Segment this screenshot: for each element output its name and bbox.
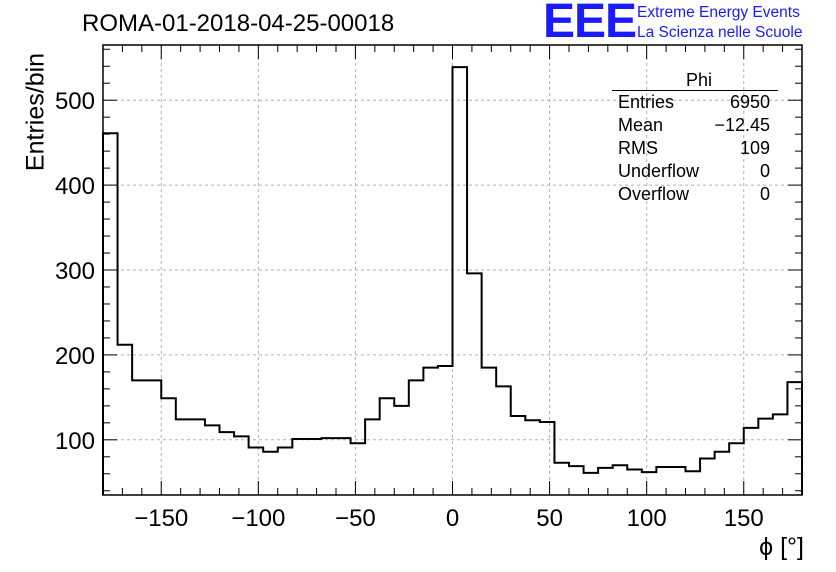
histogram-bin bbox=[103, 133, 118, 495]
histogram-bin bbox=[365, 419, 380, 495]
histogram-bin bbox=[409, 380, 424, 495]
y-tick-label: 400 bbox=[55, 173, 95, 200]
histogram-bin bbox=[496, 386, 511, 495]
stats-row: RMS 109 bbox=[612, 137, 778, 160]
y-tick-label: 500 bbox=[55, 88, 95, 115]
chart-title: ROMA-01-2018-04-25-00018 bbox=[82, 10, 395, 37]
histogram-bin bbox=[787, 382, 802, 495]
histogram-bin bbox=[715, 452, 730, 495]
histogram-bin bbox=[642, 472, 657, 495]
stats-box: Phi Entries 6950 Mean −12.45 RMS 109 Underflow… bbox=[612, 70, 778, 206]
stats-title: Phi bbox=[612, 70, 778, 91]
histogram-bin bbox=[482, 368, 497, 495]
histogram-bars bbox=[102, 66, 803, 495]
histogram-bin bbox=[438, 366, 453, 495]
histogram-bin bbox=[307, 439, 322, 495]
histogram-bin bbox=[656, 467, 671, 495]
logo-line-1: Extreme Energy Events bbox=[637, 4, 800, 21]
histogram-bin bbox=[686, 471, 701, 495]
stats-rows: Entries 6950 Mean −12.45 RMS 109 Underflow 0 Ove… bbox=[612, 91, 778, 206]
stats-label: Mean bbox=[618, 115, 664, 135]
histogram-bin bbox=[161, 398, 176, 495]
histogram-bin bbox=[132, 380, 147, 495]
stats-row: Underflow 0 bbox=[612, 160, 778, 183]
y-tick-label: 100 bbox=[55, 428, 95, 455]
histogram-bin bbox=[292, 439, 307, 495]
histogram-bin bbox=[336, 438, 351, 495]
histogram-bin bbox=[540, 422, 555, 495]
stats-label: RMS bbox=[618, 138, 658, 158]
y-tick-label: 300 bbox=[55, 258, 95, 285]
x-tick-label: 0 bbox=[446, 505, 459, 532]
histogram-bin bbox=[147, 380, 162, 495]
histogram-bin bbox=[744, 428, 759, 495]
x-tick-label: 150 bbox=[724, 505, 764, 532]
stats-label: Entries bbox=[618, 92, 675, 112]
x-tick-label: −100 bbox=[231, 505, 285, 532]
histogram-bin bbox=[627, 470, 642, 495]
x-tick-label: 50 bbox=[536, 505, 563, 532]
logo-line-2: La Scienza nelle Scuole bbox=[637, 24, 803, 41]
histogram-bin bbox=[351, 443, 366, 495]
histogram-bin bbox=[380, 398, 395, 495]
histogram-bin bbox=[205, 425, 220, 495]
stats-value: −12.45 bbox=[714, 115, 770, 135]
histogram-bin bbox=[511, 416, 526, 495]
stats-value: 6950 bbox=[729, 92, 770, 112]
histogram-bin bbox=[321, 438, 336, 495]
stats-value: 0 bbox=[759, 184, 770, 204]
stats-label: Overflow bbox=[618, 184, 690, 204]
histogram-bin bbox=[467, 273, 482, 495]
histogram-bin bbox=[773, 414, 788, 495]
stats-value: 109 bbox=[739, 138, 770, 158]
histogram-bin bbox=[584, 473, 599, 495]
eee-logo: EEE bbox=[543, 0, 637, 48]
histogram-bin bbox=[758, 419, 773, 495]
histogram-bin bbox=[234, 436, 249, 495]
histogram-bin bbox=[249, 447, 264, 495]
stats-row: Overflow 0 bbox=[612, 183, 778, 206]
histogram-bin bbox=[700, 458, 715, 495]
histogram-bin bbox=[394, 406, 409, 495]
histogram-bin bbox=[176, 419, 191, 495]
x-axis-label: ϕ [°] bbox=[759, 533, 804, 561]
histogram-bin bbox=[598, 468, 613, 495]
histogram-bin bbox=[118, 345, 133, 495]
histogram-bin bbox=[671, 467, 686, 495]
stats-value: 0 bbox=[759, 161, 770, 181]
histogram-bin bbox=[278, 447, 293, 495]
histogram-bin bbox=[554, 463, 569, 495]
plot-frame bbox=[102, 44, 803, 496]
tick-labels: −150 −100 −50 0 50 100 150 100 200 300 400 500 bbox=[55, 88, 764, 532]
histogram-outline bbox=[102, 66, 803, 495]
stats-row: Entries 6950 bbox=[612, 91, 778, 114]
y-tick-label: 200 bbox=[55, 343, 95, 370]
x-tick-label: −150 bbox=[134, 505, 188, 532]
histogram-bin bbox=[525, 420, 540, 495]
stats-label: Underflow bbox=[618, 161, 700, 181]
histogram-bin bbox=[220, 432, 235, 495]
histogram-bin bbox=[613, 465, 628, 495]
stats-row: Mean −12.45 bbox=[612, 114, 778, 137]
histogram-bin bbox=[263, 452, 278, 495]
histogram-bin bbox=[569, 466, 584, 495]
x-tick-label: −50 bbox=[335, 505, 376, 532]
histogram-bin bbox=[729, 443, 744, 495]
x-tick-label: 100 bbox=[627, 505, 667, 532]
histogram-bin bbox=[423, 368, 438, 495]
histogram-bin bbox=[453, 67, 468, 495]
histogram-bin bbox=[190, 419, 205, 495]
